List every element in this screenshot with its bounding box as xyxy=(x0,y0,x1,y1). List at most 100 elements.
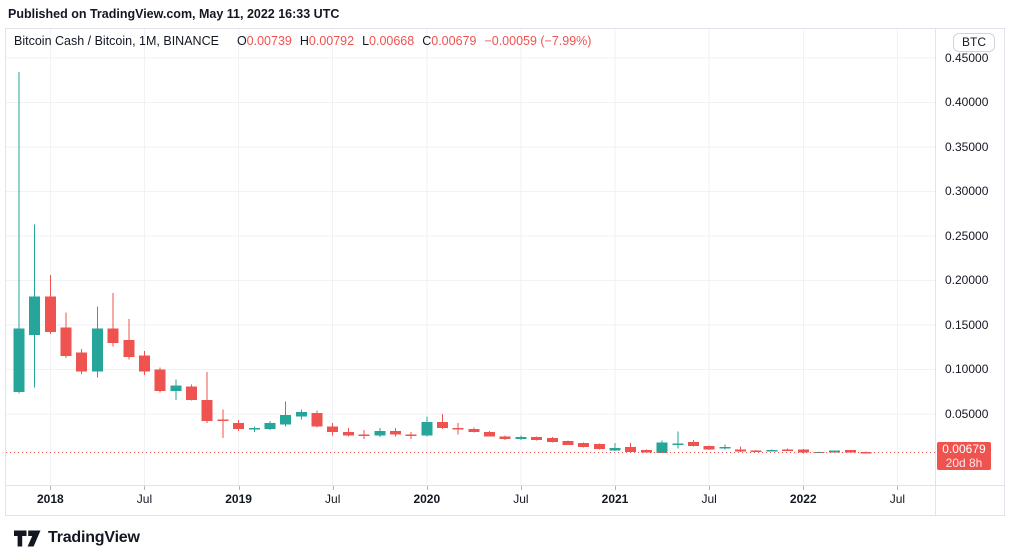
tradingview-logo-text: TradingView xyxy=(48,529,140,546)
time-axis[interactable]: 2018 Jul 2019 Jul 2020 Jul 2021 Jul 2022 Jul xyxy=(6,486,935,516)
candle-wick xyxy=(128,318,130,360)
candle-down xyxy=(546,438,558,443)
ohlc-label: L xyxy=(362,34,370,48)
candle-up xyxy=(421,422,433,436)
candle-up xyxy=(170,385,182,391)
candle-down xyxy=(311,413,323,427)
published-bar: Published on TradingView.com, May 11, 20… xyxy=(8,7,339,21)
time-tick-mark xyxy=(615,486,617,490)
price-axis[interactable]: BTC 0.00679 20d 8h 0.45000 0.40000 0.35000… xyxy=(936,29,1006,485)
time-tick-mark xyxy=(520,486,522,490)
candle-down xyxy=(201,399,213,422)
candle-up xyxy=(609,447,621,451)
price-tick-label: 0.25000 xyxy=(945,228,989,243)
candle-up xyxy=(672,443,684,445)
ohlc-value: 0.00739 xyxy=(246,34,292,48)
candle-wick xyxy=(222,409,224,439)
candle-up xyxy=(264,422,276,430)
price-tick-label: 0.05000 xyxy=(945,406,989,421)
candle-down xyxy=(405,434,417,436)
candle-down xyxy=(138,355,150,372)
candle-down xyxy=(735,449,747,452)
candle-down xyxy=(750,450,762,452)
candle-up xyxy=(374,430,386,436)
candle-up xyxy=(280,414,292,425)
plot-area[interactable] xyxy=(6,29,935,485)
price-tick-label: 0.30000 xyxy=(945,184,989,198)
time-tick-label: 2022 xyxy=(789,492,817,506)
candle-down xyxy=(640,450,652,453)
time-tick-mark xyxy=(803,486,805,490)
price-tick-label: 0.35000 xyxy=(945,139,989,154)
candle-wick xyxy=(206,372,208,423)
current-price-label: 0.00679 20d 8h xyxy=(937,442,991,471)
candle-down xyxy=(342,431,354,436)
candle-down xyxy=(578,443,590,448)
time-tick-label: Jul xyxy=(513,492,529,506)
ohlc-value: 0.00679 xyxy=(431,34,477,48)
chart-legend: Bitcoin Cash / Bitcoin, 1M, BINANCE O0.00… xyxy=(14,34,591,48)
candle-down xyxy=(186,386,198,400)
candle-up xyxy=(719,447,731,449)
price-tick-label: 0.40000 xyxy=(945,95,989,109)
price-tick-label: 0.20000 xyxy=(945,273,989,287)
candle-down xyxy=(233,422,245,430)
time-tick-mark xyxy=(897,486,899,490)
currency-badge[interactable]: BTC xyxy=(953,33,995,52)
price-tick-label: 0.15000 xyxy=(945,317,989,332)
candle-down xyxy=(44,296,56,333)
candle-down xyxy=(123,340,135,358)
candle-down xyxy=(327,426,339,432)
candle-down xyxy=(436,422,448,429)
candle-down xyxy=(217,419,229,422)
tradingview-logo[interactable]: TradingView xyxy=(14,529,140,547)
bar-countdown: 20d 8h xyxy=(945,456,983,471)
time-scale-separator xyxy=(6,485,1005,486)
time-tick-label: 2018 xyxy=(37,492,64,506)
candle-down xyxy=(452,428,464,430)
candle-wick xyxy=(614,443,616,451)
ohlc-label: H xyxy=(299,34,309,48)
symbol-title: Bitcoin Cash / Bitcoin, 1M, BINANCE xyxy=(14,34,219,48)
candle-wick xyxy=(677,431,679,449)
time-tick-mark xyxy=(50,486,52,490)
footer-bar: TradingView xyxy=(14,529,140,547)
tradingview-logo-icon xyxy=(14,530,41,546)
candle-down xyxy=(782,449,794,451)
time-tick-label: 2020 xyxy=(413,492,441,506)
time-tick-label: Jul xyxy=(889,492,906,506)
time-tick-label: 2021 xyxy=(601,492,629,506)
candle-wick xyxy=(112,292,114,347)
candle-down xyxy=(860,451,872,454)
candle-down xyxy=(107,328,119,343)
time-tick-mark xyxy=(144,486,146,490)
candle-wick xyxy=(363,430,365,439)
candle-down xyxy=(844,450,856,453)
candle-up xyxy=(656,442,668,453)
price-scale-separator xyxy=(935,29,936,515)
candle-down xyxy=(797,449,809,453)
price-tick-label: 0.10000 xyxy=(945,362,989,376)
published-text: Published on TradingView.com, May 11, 20… xyxy=(8,7,340,21)
candle-down xyxy=(531,437,543,440)
time-tick-label: 2019 xyxy=(225,492,252,506)
time-tick-mark xyxy=(709,486,711,490)
candle-up xyxy=(29,296,41,335)
ohlc-label: C xyxy=(422,34,432,48)
candle-up xyxy=(766,449,778,452)
candle-down xyxy=(389,430,401,435)
candle-up xyxy=(515,437,527,439)
candle-down xyxy=(60,327,72,357)
candle-down xyxy=(593,443,605,449)
price-tick-label: 0.45000 xyxy=(945,50,989,65)
candle-down xyxy=(562,440,574,445)
current-price-value: 0.00679 xyxy=(942,442,986,457)
ohlc-label: O xyxy=(236,34,247,48)
candle-down xyxy=(703,446,715,450)
candle-up xyxy=(13,328,25,392)
candle-wick xyxy=(18,72,20,394)
time-tick-label: Jul xyxy=(136,492,153,506)
time-tick-mark xyxy=(332,486,334,490)
candle-down xyxy=(484,431,496,437)
